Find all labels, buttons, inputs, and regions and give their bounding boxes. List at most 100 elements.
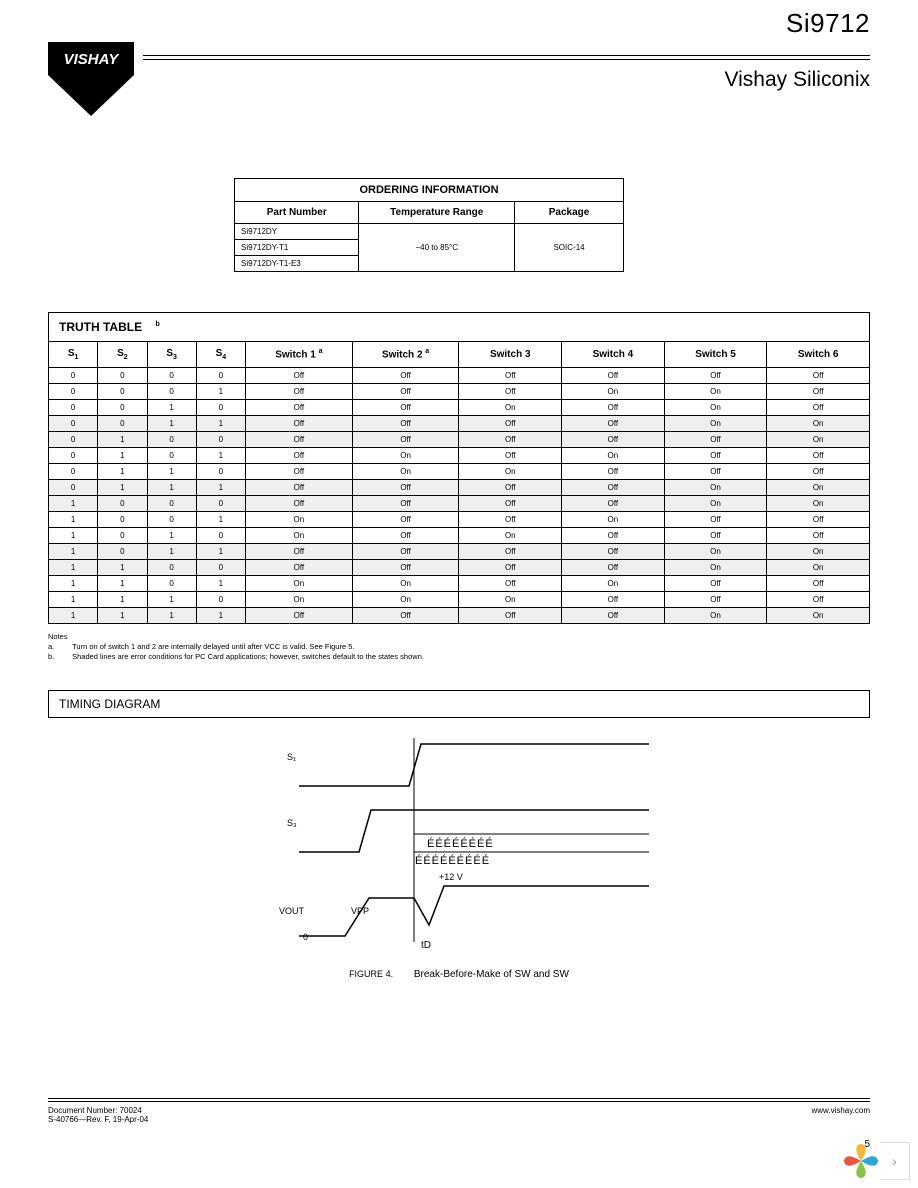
truth-input-cell: 0	[98, 544, 147, 560]
truth-output-cell: Off	[767, 400, 870, 416]
truth-output-cell: On	[664, 480, 767, 496]
truth-col-sw1: Switch 1 a	[246, 342, 353, 368]
truth-output-cell: Off	[459, 416, 562, 432]
truth-row: 1100OffOffOffOffOnOn	[49, 560, 870, 576]
truth-input-cell: 0	[49, 432, 98, 448]
truth-row: 1110OnOnOnOffOffOff	[49, 592, 870, 608]
truth-output-cell: Off	[664, 592, 767, 608]
timing-sig-s3: S₃	[287, 818, 297, 828]
truth-output-cell: Off	[459, 576, 562, 592]
note-a-label: a.	[48, 642, 70, 652]
timing-waveform-s1	[299, 744, 649, 786]
truth-output-cell: On	[562, 576, 665, 592]
truth-col-s1: S1	[49, 342, 98, 368]
truth-input-cell: 0	[196, 528, 245, 544]
truth-output-cell: On	[459, 464, 562, 480]
timing-svg: S₁ S₃ ÉÉÉÉÉÉÉÉ ÉÉÉÉÉÉÉÉÉ +12 V VOUT VPP …	[259, 730, 659, 960]
ordering-temp: −40 to 85°C	[359, 224, 515, 272]
truth-col-sw2: Switch 2 a	[352, 342, 459, 368]
truth-output-cell: Off	[767, 512, 870, 528]
truth-output-cell: On	[664, 560, 767, 576]
product-code: Si9712	[143, 8, 870, 39]
truth-input-cell: 1	[49, 592, 98, 608]
truth-input-cell: 1	[147, 400, 196, 416]
footer-rev: S-40766—Rev. F, 19-Apr-04	[48, 1115, 148, 1124]
truth-table-section: TRUTH TABLE b S1S2S3S4Switch 1 aSwitch 2…	[48, 312, 870, 662]
truth-output-cell: On	[767, 416, 870, 432]
truth-output-cell: Off	[352, 416, 459, 432]
truth-output-cell: Off	[562, 560, 665, 576]
truth-output-cell: Off	[459, 512, 562, 528]
ordering-part-0: Si9712DY	[235, 224, 359, 240]
truth-output-cell: On	[767, 560, 870, 576]
next-page-button[interactable]: ›	[880, 1142, 910, 1180]
company-name: Vishay Siliconix	[143, 68, 870, 92]
truth-output-cell: Off	[664, 512, 767, 528]
truth-row: 1101OnOnOffOnOffOff	[49, 576, 870, 592]
truth-output-cell: On	[459, 528, 562, 544]
page-header: VISHAY Si9712 Vishay Siliconix	[48, 38, 870, 130]
truth-input-cell: 1	[147, 464, 196, 480]
truth-input-cell: 1	[98, 592, 147, 608]
truth-col-sw3: Switch 3	[459, 342, 562, 368]
truth-input-cell: 1	[49, 608, 98, 624]
truth-input-cell: 0	[196, 560, 245, 576]
truth-output-cell: Off	[767, 592, 870, 608]
figure-caption-text: Break-Before-Make of SW and SW	[414, 969, 569, 980]
truth-input-cell: 1	[98, 560, 147, 576]
truth-output-cell: Off	[352, 368, 459, 384]
truth-output-cell: Off	[459, 496, 562, 512]
timing-caption: FIGURE 4. Break-Before-Make of SW and SW	[48, 969, 870, 980]
timing-12v-label: +12 V	[439, 872, 463, 882]
truth-output-cell: Off	[664, 528, 767, 544]
ordering-col-temp: Temperature Range	[359, 202, 515, 224]
truth-input-cell: 0	[147, 560, 196, 576]
truth-output-cell: Off	[664, 464, 767, 480]
truth-row: 0001OffOffOffOnOnOff	[49, 384, 870, 400]
truth-output-cell: Off	[562, 432, 665, 448]
truth-output-cell: Off	[459, 448, 562, 464]
note-a: a. Turn on of switch 1 and 2 are interna…	[48, 642, 870, 652]
truth-row: 1111OffOffOffOffOnOn	[49, 608, 870, 624]
truth-output-cell: On	[767, 480, 870, 496]
truth-output-cell: Off	[352, 400, 459, 416]
truth-input-cell: 0	[98, 368, 147, 384]
truth-input-cell: 1	[196, 608, 245, 624]
truth-title-sup: b	[155, 321, 159, 328]
truth-output-cell: Off	[352, 496, 459, 512]
truth-output-cell: Off	[767, 384, 870, 400]
truth-output-cell: Off	[246, 448, 353, 464]
truth-output-cell: Off	[562, 400, 665, 416]
truth-row: 0011OffOffOffOffOnOn	[49, 416, 870, 432]
truth-output-cell: Off	[664, 368, 767, 384]
truth-input-cell: 0	[98, 384, 147, 400]
truth-output-cell: On	[562, 384, 665, 400]
truth-output-cell: Off	[562, 544, 665, 560]
truth-output-cell: Off	[352, 608, 459, 624]
truth-input-cell: 1	[147, 544, 196, 560]
note-b: b. Shaded lines are error conditions for…	[48, 652, 870, 662]
truth-output-cell: On	[352, 464, 459, 480]
truth-output-cell: Off	[459, 432, 562, 448]
truth-output-cell: Off	[767, 464, 870, 480]
truth-input-cell: 0	[196, 464, 245, 480]
truth-output-cell: Off	[767, 576, 870, 592]
truth-output-cell: On	[459, 400, 562, 416]
truth-col-sw5: Switch 5	[664, 342, 767, 368]
truth-input-cell: 1	[147, 592, 196, 608]
footer-docnum: Document Number: 70024	[48, 1106, 148, 1115]
ordering-package: SOIC-14	[515, 224, 624, 272]
timing-sig-s1: S₁	[287, 752, 296, 762]
truth-input-cell: 0	[49, 416, 98, 432]
truth-input-cell: 0	[49, 368, 98, 384]
truth-output-cell: On	[352, 576, 459, 592]
truth-input-cell: 0	[49, 400, 98, 416]
truth-output-cell: Off	[562, 496, 665, 512]
truth-output-cell: Off	[246, 416, 353, 432]
truth-output-cell: On	[352, 448, 459, 464]
timing-zero: 0	[303, 932, 308, 942]
timing-sig-vout: VOUT	[279, 906, 305, 916]
truth-title: TRUTH TABLE b	[49, 313, 870, 342]
truth-output-cell: Off	[562, 592, 665, 608]
truth-input-cell: 0	[147, 432, 196, 448]
